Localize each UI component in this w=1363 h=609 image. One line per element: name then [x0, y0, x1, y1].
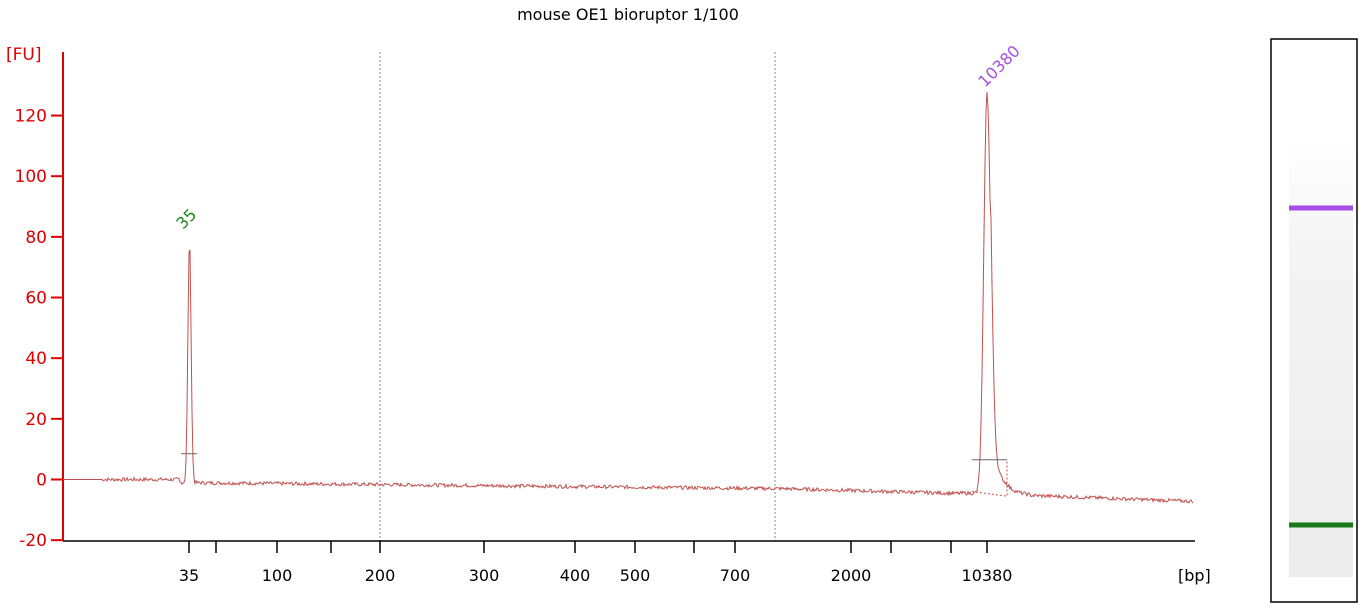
- y-tick-label: 80: [25, 228, 47, 248]
- trace-series: [63, 91, 1194, 504]
- gel-lane-background: [1289, 140, 1353, 577]
- y-tick-label: 60: [25, 289, 47, 309]
- axes: -20 0 20 40 60 80 100 120 35 100 200 300 400 500 700 20…: [15, 52, 1195, 585]
- gel-band-upper-marker: [1289, 205, 1353, 211]
- x-tick-label: 400: [560, 566, 591, 585]
- x-tick-label: 500: [620, 566, 651, 585]
- peak-label: 35: [172, 205, 200, 233]
- x-tick-label: 700: [720, 566, 751, 585]
- trace-line: [63, 91, 1194, 504]
- y-axis-label: [FU]: [6, 45, 42, 65]
- y-tick-label: 20: [25, 410, 47, 430]
- y-tick-label: -20: [19, 531, 47, 551]
- x-tick-label: 200: [365, 566, 396, 585]
- grid-lines: [379, 52, 776, 541]
- peak-label: 10380: [974, 41, 1023, 90]
- x-tick-label: 300: [469, 566, 500, 585]
- y-tick-label: 120: [15, 107, 47, 127]
- x-tick-label: 35: [179, 566, 199, 585]
- x-axis-label: [bp]: [1178, 566, 1211, 585]
- gel-lane: [1270, 38, 1358, 603]
- x-tick-label: 10380: [962, 566, 1013, 585]
- x-tick-label: 100: [262, 566, 293, 585]
- chart-title: mouse OE1 bioruptor 1/100: [517, 5, 739, 24]
- x-tick-label: 2000: [831, 566, 872, 585]
- y-tick-label: 0: [36, 471, 47, 491]
- y-tick-label: 100: [15, 167, 47, 187]
- peak-labels: 35 10380: [172, 41, 1023, 232]
- y-tick-label: 40: [25, 349, 47, 369]
- gel-band-lower-marker: [1289, 522, 1353, 528]
